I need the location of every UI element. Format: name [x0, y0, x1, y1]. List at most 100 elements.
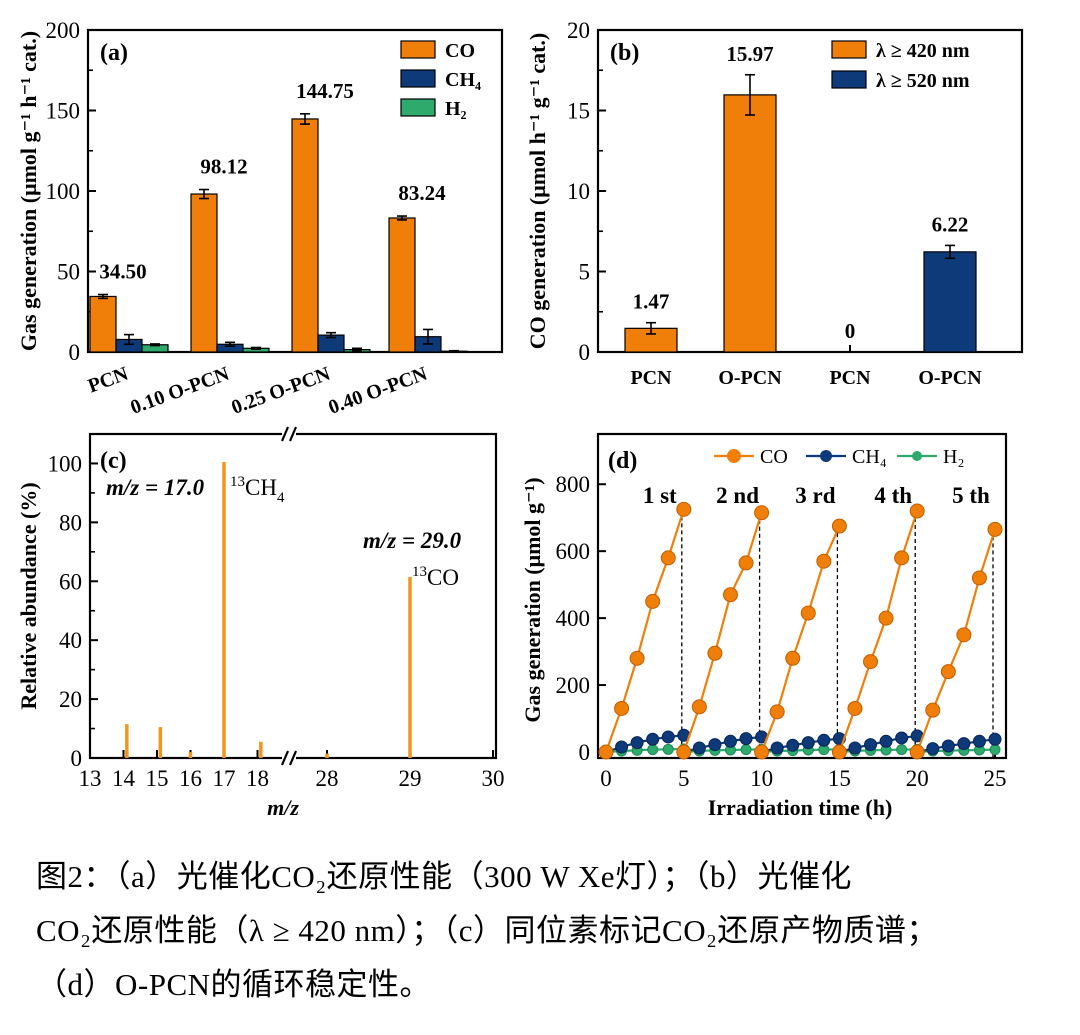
panel-c-y-tick-label: 60 [59, 569, 82, 594]
panel-d-line-co [916, 529, 997, 753]
panel-c-xlabel: m/z [267, 795, 299, 820]
panel-b-bar [923, 251, 977, 353]
panel-d-point-ch4 [646, 732, 660, 746]
panel-d-point-ch4 [895, 731, 909, 745]
panel-d-point-co [722, 587, 738, 603]
panel-a-legend-swatch [400, 69, 436, 88]
panel-d-point-ch4 [739, 732, 753, 746]
panel-c-y-tick-label: 80 [59, 510, 82, 535]
panel-b-y-tick-label: 5 [579, 260, 591, 285]
panel-b-x-label: O-PCN [918, 367, 982, 389]
panel-d-point-co [909, 744, 925, 760]
panel-d-legend-marker [727, 449, 741, 463]
panel-d-frame [596, 432, 1008, 760]
panel-d-y-tick-label: 600 [556, 539, 591, 564]
panel-a-x-label: 0.25 O-PCN [229, 363, 334, 419]
panel-d-xlabel: Irradiation time (h) [708, 795, 893, 820]
panel-b-legend-swatch [831, 40, 867, 59]
panel-c-y-tick-label: 0 [71, 746, 83, 771]
panel-a-legend-label: H₂ [445, 98, 467, 120]
panel-a-bar-co [190, 193, 218, 353]
panel-d-point-co [878, 610, 894, 626]
panel-d-point-ch4 [692, 741, 706, 755]
panel-d-point-co [971, 570, 987, 586]
panel-d-x-label: 20 [906, 766, 929, 791]
panel-d-legend-label: H₂ [943, 446, 964, 468]
panel-d-point-co [660, 550, 676, 566]
panel-d-point-co [676, 744, 692, 760]
panel-b-y-tick-label: 10 [567, 179, 590, 204]
panel-d-point-ch4 [926, 742, 940, 756]
panel-d-point-h2 [662, 743, 674, 755]
panel-d-point-ch4 [879, 734, 893, 748]
panel-d-y-tick-label: 400 [556, 606, 591, 631]
panel-d-x-label: 5 [678, 766, 690, 791]
panel-a-legend-swatch [400, 98, 436, 117]
panel-c-annotation-mz: m/z = 29.0 [363, 528, 462, 553]
panel-b-data-label: 6.22 [932, 212, 969, 236]
panel-b-y-tick-label: 15 [567, 99, 590, 124]
panel-c-x-label: 28 [316, 766, 339, 791]
panel-d-point-co [909, 503, 925, 519]
panel-c-ylabel: Relative abundance (%) [16, 482, 41, 709]
figure-caption: 图2：（a）光催化CO₂还原性能（300 W Xe灯）；（b）光催化 CO₂还原… [36, 850, 1066, 1012]
panel-c-axis-break [280, 426, 290, 442]
panel-d-point-co [598, 744, 614, 760]
panel-d-x-label: 15 [828, 766, 851, 791]
panel-b-ylabel: CO generation (μmol h⁻¹ g⁻¹ cat.) [525, 33, 550, 350]
panel-a-data-label: 144.75 [296, 79, 354, 103]
panel-d-point-co [863, 654, 879, 670]
panel-d-point-h2 [989, 744, 1001, 756]
panel-d-point-co [645, 593, 661, 609]
panel-d-point-ch4 [630, 736, 644, 750]
panel-c-axis-break [288, 426, 298, 442]
panel-c-annotation-mz: m/z = 17.0 [106, 475, 205, 500]
panel-d-point-ch4 [786, 738, 800, 752]
panel-d-x-label: 0 [600, 766, 612, 791]
panel-a-x-label: 0.40 O-PCN [326, 363, 431, 419]
panel-d-point-co [707, 645, 723, 661]
panel-d-point-ch4 [770, 741, 784, 755]
panel-d-cycle-label: 1 st [643, 483, 677, 508]
panel-d-point-co [614, 700, 630, 716]
panel-d-point-ch4 [801, 736, 815, 750]
panel-d-cycle-label: 3 rd [795, 483, 835, 508]
panel-d-line-co [604, 509, 685, 753]
panel-a-y-tick-label: 50 [57, 260, 80, 285]
panel-d-cycle-label: 5 th [952, 483, 990, 508]
panel-d-point-co [754, 505, 770, 521]
panel-a-bar-co [388, 217, 416, 353]
panel-a-bar-co [89, 295, 117, 353]
panel-b-bar [723, 94, 777, 353]
panel-c-x-label: 14 [112, 766, 136, 791]
panel-a-x-label: PCN [85, 363, 132, 398]
panel-b-x-label: PCN [829, 367, 871, 389]
panel-d-label: (d) [608, 448, 637, 474]
panel-b-y-tick-label: 20 [567, 18, 590, 43]
panel-c-axis-break [280, 750, 290, 766]
panel-d-legend-marker [912, 451, 922, 461]
panel-c-y-tick-label: 20 [59, 687, 82, 712]
panel-d-x-label: 10 [750, 766, 773, 791]
panel-d-cycle-label: 2 nd [716, 483, 759, 508]
panel-a-bar-co [291, 118, 319, 353]
panel-d-point-co [847, 700, 863, 716]
panel-c-x-label: 17 [213, 766, 236, 791]
panel-d-point-co [800, 605, 816, 621]
panel-c-x-label: 16 [179, 766, 202, 791]
panel-a-y-tick-label: 200 [46, 18, 81, 43]
panel-c-annotation-species: 13CH4 [230, 474, 285, 506]
panel-c-x-label: 15 [146, 766, 169, 791]
panel-b-data-label: 15.97 [726, 42, 773, 66]
panel-a-y-tick-label: 0 [69, 340, 81, 365]
panel-b-legend-swatch [831, 70, 867, 89]
panel-d-point-co [769, 704, 785, 720]
panel-a-y-tick-label: 100 [46, 179, 81, 204]
panel-d-point-ch4 [708, 738, 722, 752]
panel-b-data-label: 0 [845, 319, 856, 343]
panel-c-y-tick-label: 40 [59, 628, 82, 653]
panel-b-x-label: O-PCN [718, 367, 782, 389]
panel-d-point-co [894, 550, 910, 566]
panel-d-point-ch4 [615, 740, 629, 754]
panel-d-point-ch4 [661, 730, 675, 744]
